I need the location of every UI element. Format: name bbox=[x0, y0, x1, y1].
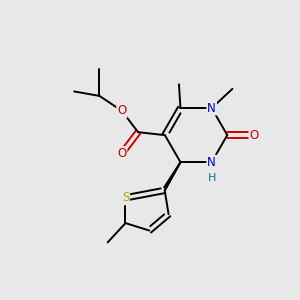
Text: O: O bbox=[249, 129, 259, 142]
Text: S: S bbox=[122, 191, 129, 204]
Text: O: O bbox=[117, 147, 126, 160]
Text: N: N bbox=[207, 102, 216, 115]
Text: O: O bbox=[117, 104, 126, 117]
Text: N: N bbox=[207, 156, 216, 169]
Text: H: H bbox=[208, 172, 217, 183]
